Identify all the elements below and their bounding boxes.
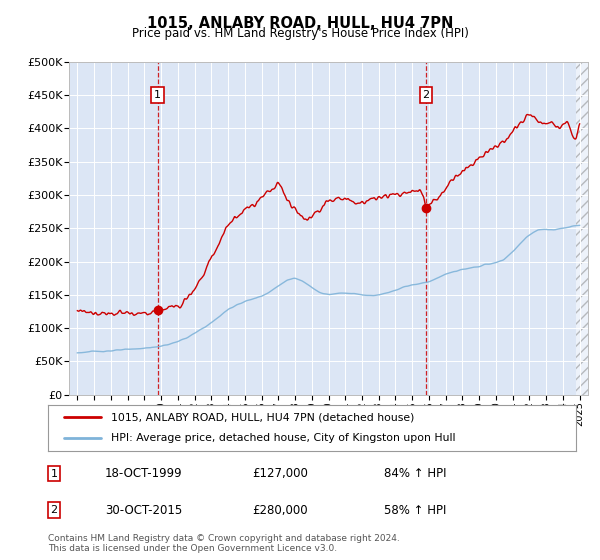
Text: Contains HM Land Registry data © Crown copyright and database right 2024.
This d: Contains HM Land Registry data © Crown c… [48,534,400,553]
Text: 1: 1 [50,469,58,479]
Text: 18-OCT-1999: 18-OCT-1999 [105,467,182,480]
Text: 84% ↑ HPI: 84% ↑ HPI [384,467,446,480]
Text: 30-OCT-2015: 30-OCT-2015 [105,503,182,516]
Text: £127,000: £127,000 [252,467,308,480]
Text: 1: 1 [154,90,161,100]
Text: 1015, ANLABY ROAD, HULL, HU4 7PN: 1015, ANLABY ROAD, HULL, HU4 7PN [147,16,453,31]
Text: Price paid vs. HM Land Registry's House Price Index (HPI): Price paid vs. HM Land Registry's House … [131,27,469,40]
Text: £280,000: £280,000 [252,503,308,516]
Text: 2: 2 [50,505,58,515]
Polygon shape [576,62,588,395]
Text: 58% ↑ HPI: 58% ↑ HPI [384,503,446,516]
Text: 2: 2 [422,90,430,100]
Text: HPI: Average price, detached house, City of Kingston upon Hull: HPI: Average price, detached house, City… [112,433,456,444]
Text: 1015, ANLABY ROAD, HULL, HU4 7PN (detached house): 1015, ANLABY ROAD, HULL, HU4 7PN (detach… [112,412,415,422]
